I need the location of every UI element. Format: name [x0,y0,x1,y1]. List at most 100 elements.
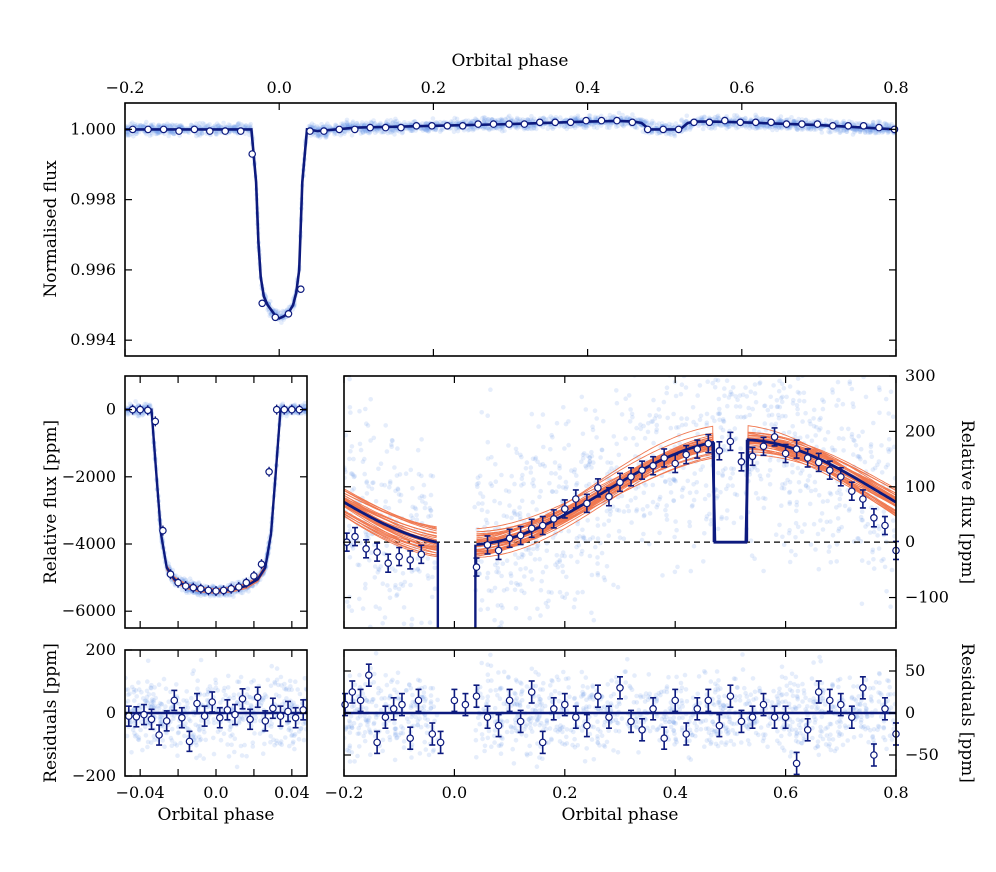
scatter-point [814,424,819,430]
scatter-point [782,481,788,486]
scatter-point [665,415,670,421]
scatter-point [717,411,722,416]
scatter-point [584,123,590,129]
scatter-point [808,421,813,427]
scatter-point [583,407,589,412]
scatter-point [722,393,727,399]
scatter-point [604,508,610,514]
scatter-point [729,391,735,397]
scatter-point [399,130,405,136]
scatter-point [358,131,364,136]
scatter-point [582,125,587,131]
scatter-point [151,734,157,739]
scatter-point [393,582,398,588]
scatter-point [810,362,815,367]
scatter-point [730,122,736,128]
scatter-point [871,566,877,571]
scatter-point [560,594,565,599]
scatter-point [432,586,438,591]
scatter-point [128,121,133,127]
scatter-point [754,114,760,120]
scatter-point [631,435,636,441]
scatter-point [502,128,507,133]
scatter-point [709,518,714,523]
scatter-point [715,411,721,417]
scatter-point [513,125,518,130]
scatter-point [382,615,388,620]
scatter-point [768,404,774,410]
scatter-point [836,526,842,532]
scatter-point [575,115,581,120]
scatter-point [785,477,790,483]
scatter-point [564,591,570,597]
scatter-point [881,121,887,127]
scatter-point [608,116,613,121]
scatter-point [709,126,714,131]
scatter-point [190,734,196,740]
scatter-point [712,122,718,128]
scatter-point [369,550,374,555]
scatter-point [351,474,357,480]
scatter-point [380,621,386,626]
scatter-point [246,589,251,594]
scatter-point [751,428,757,433]
scatter-point [546,589,552,595]
scatter-point [777,522,782,528]
scatter-point [279,320,284,325]
scatter-point [876,130,882,135]
scatter-point [432,565,438,571]
scatter-point [884,122,889,127]
scatter-point [795,127,800,132]
scatter-point [467,127,472,133]
scatter-point [736,124,741,130]
scatter-point [768,394,773,400]
scatter-point [643,483,648,488]
scatter-point [806,119,811,124]
scatter-point [858,514,864,520]
scatter-point [380,581,386,586]
scatter-point [865,130,871,136]
scatter-point [513,561,518,566]
scatter-point [589,449,594,455]
scatter-point [753,126,758,131]
scatter-point [719,516,724,522]
scatter-point [661,399,667,405]
scatter-point [428,508,434,514]
scatter-point [379,130,384,135]
scatter-point [761,118,766,123]
scatter-point [243,124,248,130]
scatter-point [390,120,396,126]
scatter-point [269,721,275,727]
scatter-point [800,127,806,132]
scatter-point [470,118,475,124]
scatter-point [811,521,817,527]
scatter-point [439,125,445,131]
scatter-point [717,411,722,417]
scatter-point [732,426,738,431]
scatter-point [598,540,603,546]
scatter-point [526,512,531,518]
scatter-point [776,125,782,130]
scatter-point [732,491,738,497]
scatter-point [519,476,525,482]
scatter-point [709,358,714,363]
scatter-point [834,490,840,496]
scatter-point [364,479,370,484]
scatter-point [363,129,368,134]
scatter-cloud [125,110,896,325]
scatter-point [409,622,414,628]
scatter-point [587,455,592,461]
scatter-point [654,427,659,432]
scatter-point [633,486,639,491]
scatter-point [534,544,540,549]
scatter-point [297,691,303,697]
scatter-point [195,592,201,598]
scatter-point [787,479,793,485]
scatter-point [847,379,853,385]
scatter-point [332,130,338,136]
scatter-point [508,580,514,585]
scatter-point [575,590,580,595]
scatter-point [574,535,580,541]
scatter-point [769,422,774,427]
scatter-point [156,130,161,135]
